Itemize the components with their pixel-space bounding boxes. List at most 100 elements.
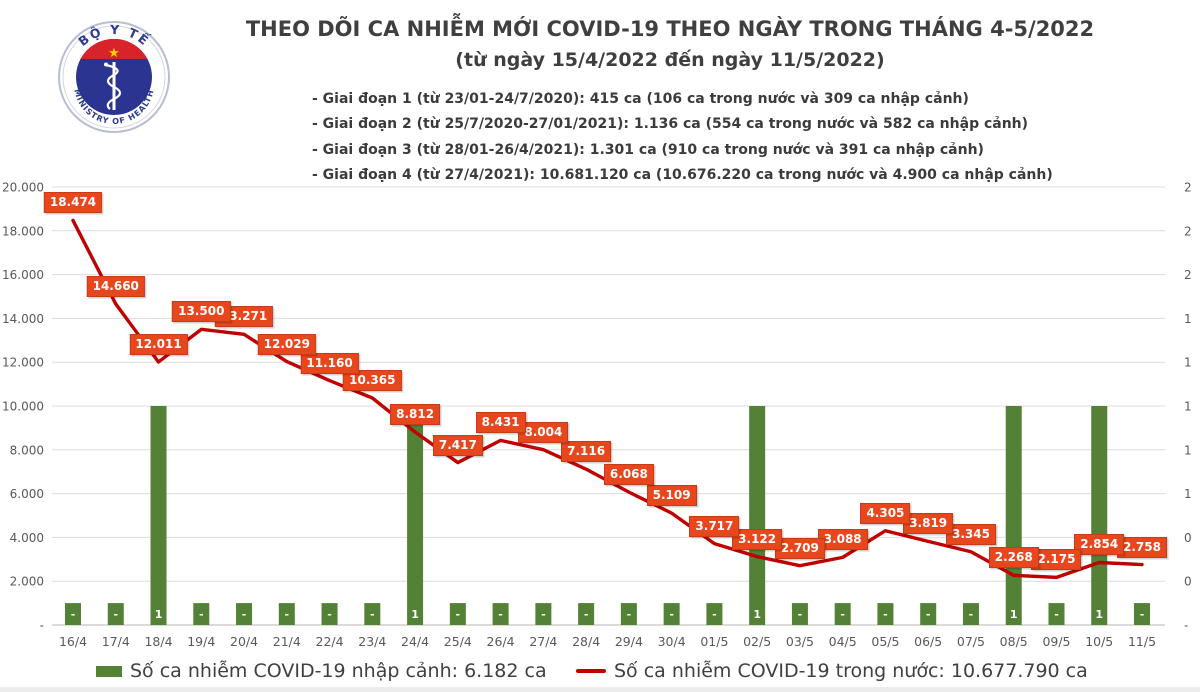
bottom-edge-strip — [0, 687, 1200, 692]
y-axis-primary-tick-label: 12.000 — [2, 356, 44, 370]
logo-star-icon: ★ — [108, 46, 120, 61]
bar-value-label: - — [1140, 608, 1145, 621]
bar-imported-cases — [364, 603, 381, 625]
bar-imported-cases — [492, 603, 509, 625]
x-axis-tick-label: 20/4 — [230, 634, 258, 649]
bar-imported-cases — [107, 603, 124, 625]
bar-imported-cases — [920, 603, 937, 625]
bar-value-label: - — [798, 608, 803, 621]
phase-4-line: - Giai đoạn 4 (từ 27/4/2021): 10.681.120… — [312, 167, 1053, 184]
bar-imported-cases — [663, 603, 680, 625]
y-axis-secondary-tick-label: 0 — [1184, 531, 1192, 545]
x-axis-tick-label: 19/4 — [187, 634, 215, 649]
x-axis-tick-label: 29/4 — [615, 634, 643, 649]
bar-imported-cases — [749, 406, 766, 625]
bar-imported-cases — [1048, 603, 1065, 625]
bar-imported-cases — [321, 603, 338, 625]
y-axis-secondary-tick-label: 1 — [1184, 443, 1192, 457]
bar-imported-cases — [65, 603, 81, 625]
logo-snake-icon — [105, 63, 122, 110]
x-axis-tick-label: 03/5 — [786, 634, 814, 649]
bar-value-label: - — [541, 608, 546, 621]
line-domestic-cases — [71, 218, 1144, 580]
bar-value-label: 1 — [411, 608, 419, 621]
y-axis-secondary-tick-label: 2 — [1184, 224, 1192, 238]
x-axis-tick-label: 10/5 — [1085, 634, 1113, 649]
legend-line-label: Số ca nhiễm COVID-19 trong nước: 10.677.… — [614, 660, 1088, 682]
bar-imported-cases — [150, 406, 167, 625]
x-axis-tick-label: 02/5 — [743, 634, 771, 649]
x-axis-tick-label: 21/4 — [273, 634, 301, 649]
bar-value-label: 1 — [1095, 608, 1103, 621]
x-axis-tick-label: 28/4 — [572, 634, 600, 649]
bar-value-label: 1 — [753, 608, 761, 621]
bar-value-label: - — [627, 608, 632, 621]
bar-value-label: 1 — [1010, 608, 1018, 621]
y-axis-primary-tick-label: 16.000 — [2, 268, 44, 282]
y-axis-primary-tick-label: 8.000 — [10, 443, 44, 457]
x-axis-tick-label: 26/4 — [487, 634, 515, 649]
bar-imported-cases — [877, 603, 894, 625]
x-axis-tick-label: 11/5 — [1128, 634, 1156, 649]
y-axis-secondary-tick-label: - — [1184, 619, 1188, 633]
phase-2-line: - Giai đoạn 2 (từ 25/7/2020-27/01/2021):… — [312, 116, 1029, 133]
x-axis-tick-label: 17/4 — [102, 634, 130, 649]
bar-imported-cases — [706, 603, 723, 625]
page-title: THEO DÕI CA NHIỄM MỚI COVID-19 THEO NGÀY… — [245, 17, 1095, 41]
bar-imported-cases — [962, 603, 979, 625]
moh-logo: BỘ Y TẾ ★ MINISTRY OF HEALTH — [53, 10, 175, 138]
legend-domestic-cases: Số ca nhiễm COVID-19 trong nước: 10.677.… — [576, 658, 1088, 684]
x-axis-tick-label: 04/5 — [829, 634, 857, 649]
logo-red-band — [80, 38, 148, 59]
x-axis-tick-label: 27/4 — [529, 634, 557, 649]
x-axis-tick-label: 01/5 — [700, 634, 728, 649]
bar-value-label: - — [327, 608, 332, 621]
bar-imported-cases — [791, 603, 808, 625]
legend-imported-cases: Số ca nhiễm COVID-19 nhập cảnh: 6.182 ca — [96, 658, 547, 684]
bar-value-label: - — [456, 608, 461, 621]
y-axis-secondary-tick-label: 1 — [1184, 487, 1192, 501]
bar-value-label: 1 — [155, 608, 163, 621]
legend-bar-label: Số ca nhiễm COVID-19 nhập cảnh: 6.182 ca — [130, 660, 547, 682]
bar-value-label: - — [242, 608, 247, 621]
bar-imported-cases — [407, 406, 424, 625]
x-axis-tick-label: 07/5 — [957, 634, 985, 649]
bar-imported-cases — [1005, 406, 1022, 625]
bar-imported-cases — [1134, 603, 1150, 625]
bar-imported-cases — [449, 603, 466, 625]
x-axis-tick-label: 06/5 — [914, 634, 942, 649]
bar-imported-cases — [620, 603, 637, 625]
x-axis-tick-label: 25/4 — [444, 634, 472, 649]
x-axis-tick-label: 08/5 — [1000, 634, 1028, 649]
logo-inner-ring — [62, 25, 166, 129]
bar-value-label: - — [199, 608, 204, 621]
y-axis-primary-tick-label: 4.000 — [10, 531, 44, 545]
y-axis-primary-tick-label: 18.000 — [2, 224, 44, 238]
y-axis-primary-tick-label: 6.000 — [10, 487, 44, 501]
y-axis-primary-tick-label: 20.000 — [2, 181, 44, 195]
y-axis-primary-tick-label: 14.000 — [2, 312, 44, 326]
moh-logo-svg: BỘ Y TẾ ★ MINISTRY OF HEALTH — [58, 21, 170, 133]
y-axis-primary-tick-label: 2.000 — [10, 575, 44, 589]
x-axis-tick-label: 23/4 — [358, 634, 386, 649]
bar-imported-cases — [834, 603, 851, 625]
phase-1-line: - Giai đoạn 1 (từ 23/01-24/7/2020): 415 … — [312, 91, 969, 107]
bar-value-label: - — [71, 608, 76, 621]
phase-3-line: - Giai đoạn 3 (từ 28/01-26/4/2021): 1.30… — [312, 141, 984, 158]
logo-snake-head — [104, 62, 108, 67]
bar-value-label: - — [926, 608, 931, 621]
bar-value-label: - — [584, 608, 589, 621]
bar-value-label: - — [840, 608, 845, 621]
bar-imported-cases — [578, 603, 595, 625]
bar-value-label: - — [669, 608, 674, 621]
x-axis-tick-label: 05/5 — [871, 634, 899, 649]
bar-imported-cases — [535, 603, 552, 625]
bar-imported-cases — [1091, 406, 1108, 625]
x-axis-tick-label: 30/4 — [658, 634, 686, 649]
legend-bar-swatch — [96, 665, 122, 677]
y-axis-secondary-tick-label: 1 — [1184, 312, 1192, 326]
bar-value-label: - — [113, 608, 118, 621]
bar-value-label: - — [498, 608, 503, 621]
